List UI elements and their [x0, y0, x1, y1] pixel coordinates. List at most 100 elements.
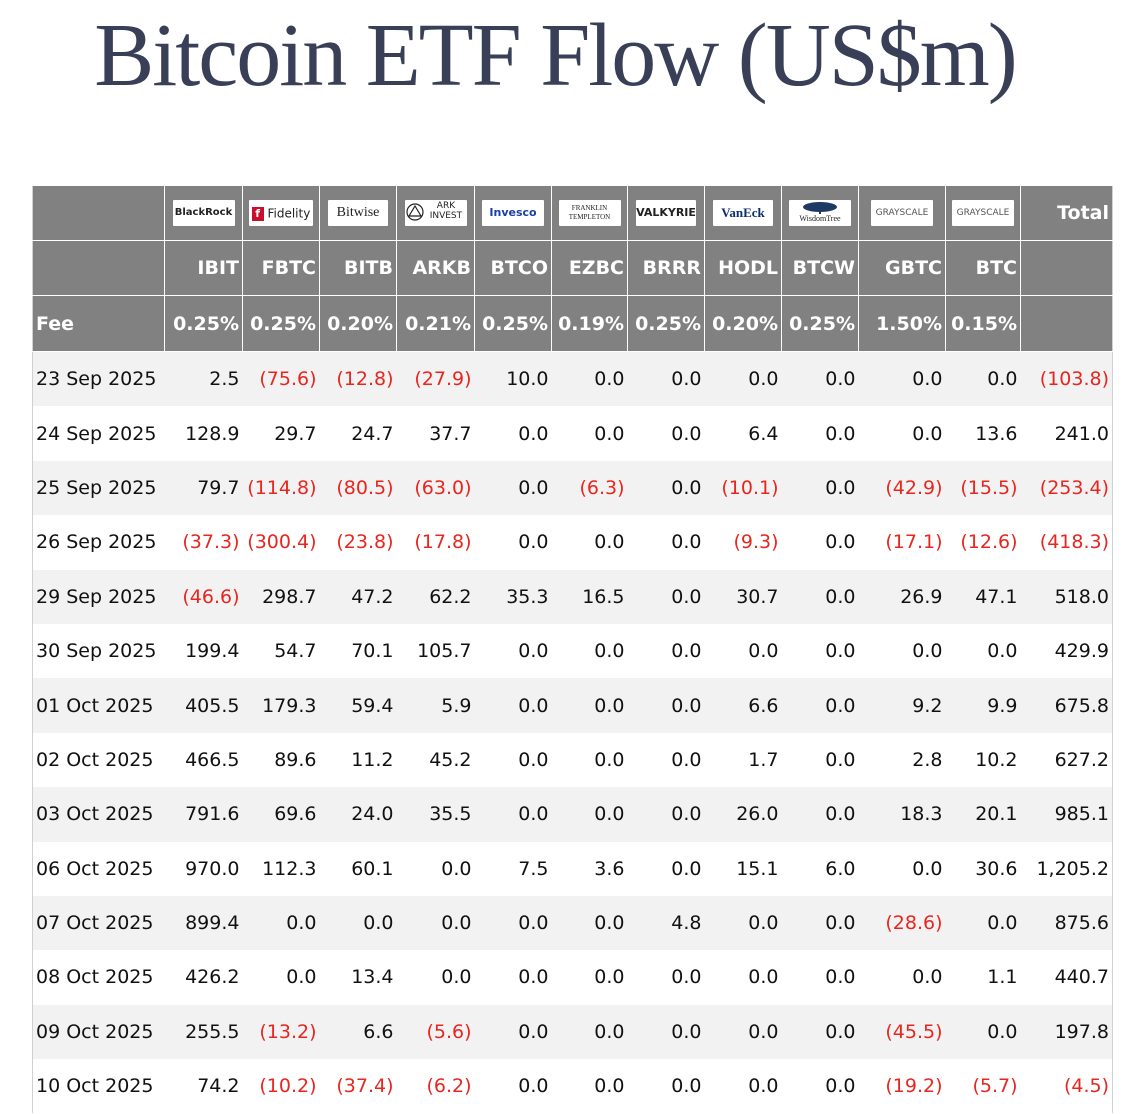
table-row: 09 Oct 2025 255.5 (13.2) 6.6 (5.6) 0.0 0.0 0.0 0… [32, 1004, 1113, 1060]
fidelity-logo-text: Fidelity [267, 206, 311, 221]
flow-value: 24.0 [319, 787, 397, 842]
flow-value: 16.5 [551, 569, 628, 624]
flow-value: 3.6 [551, 841, 628, 896]
logo-ark-cell: ARK INVEST [396, 186, 475, 241]
row-date: 26 Sep 2025 [32, 515, 165, 570]
flow-value: 0.0 [858, 406, 946, 461]
franklin-templeton-logo-icon: FRANKLIN TEMPLETON [558, 200, 621, 226]
flow-value: 26.9 [858, 569, 946, 624]
flow-value: 0.0 [551, 1004, 628, 1060]
ticker-header: BTCO [474, 240, 552, 296]
flow-value: 0.0 [627, 678, 705, 733]
flow-value: 0.0 [627, 950, 705, 1005]
flow-value: 2.5 [164, 351, 243, 407]
flow-value: 0.0 [242, 895, 320, 951]
ticker-header: GBTC [858, 240, 946, 296]
grayscale-logo-icon: GRAYSCALE [871, 200, 933, 226]
flow-value: 0.0 [781, 895, 859, 951]
flow-value: 4.8 [627, 895, 705, 951]
flow-value: 35.5 [396, 787, 475, 842]
ark-logo-text: ARK INVEST [429, 200, 463, 221]
flow-value: 5.9 [396, 678, 475, 733]
row-date: 29 Sep 2025 [32, 569, 165, 624]
ticker-header: BRRR [627, 240, 705, 296]
logo-bitwise-cell: Bitwise [319, 186, 397, 241]
flow-value: (42.9) [858, 460, 946, 516]
fee-value: 0.25% [474, 295, 552, 352]
flow-value: (10.2) [242, 1059, 320, 1114]
row-total-value: 875.6 [1020, 895, 1113, 951]
row-total-value: 241.0 [1020, 406, 1113, 461]
flow-value: 0.0 [551, 787, 628, 842]
table-row: 26 Sep 2025 (37.3) (300.4) (23.8) (17.8) 0.0 0… [32, 515, 1113, 570]
flow-value: 199.4 [164, 623, 243, 679]
flow-value: 26.0 [704, 787, 782, 842]
flow-value: (17.1) [858, 515, 946, 570]
flow-value: 0.0 [474, 950, 552, 1005]
flow-value: 1.1 [945, 950, 1021, 1005]
flow-value: 0.0 [474, 678, 552, 733]
ticker-header: BITB [319, 240, 397, 296]
logo-grayscale-gbtc-cell: GRAYSCALE [858, 186, 946, 241]
flow-value: 0.0 [781, 460, 859, 516]
ark-invest-logo-icon: ARK INVEST [404, 200, 467, 226]
flow-value: 0.0 [474, 1059, 552, 1114]
row-total-value: (253.4) [1020, 460, 1113, 516]
flow-value: 0.0 [396, 841, 475, 896]
flow-value: 13.4 [319, 950, 397, 1005]
flow-value: 0.0 [551, 1059, 628, 1114]
row-date: 01 Oct 2025 [32, 678, 165, 733]
ticker-header: IBIT [164, 240, 243, 296]
fee-value: 0.20% [704, 295, 782, 352]
flow-value: 0.0 [474, 623, 552, 679]
flow-value: 37.7 [396, 406, 475, 461]
flow-value: 405.5 [164, 678, 243, 733]
flow-value: 30.7 [704, 569, 782, 624]
flow-value: 7.5 [474, 841, 552, 896]
fee-value: 1.50% [858, 295, 946, 352]
flow-value: (27.9) [396, 351, 475, 407]
flow-value: 0.0 [242, 950, 320, 1005]
flow-value: 0.0 [781, 406, 859, 461]
logo-invesco-cell: Invesco [474, 186, 552, 241]
flow-value: 0.0 [551, 406, 628, 461]
flow-value: 10.0 [474, 351, 552, 407]
flow-value: (37.4) [319, 1059, 397, 1114]
row-date: 09 Oct 2025 [32, 1004, 165, 1060]
fidelity-logo-icon: f Fidelity [249, 200, 313, 226]
row-total-value: 429.9 [1020, 623, 1113, 679]
issuer-logo-row: BlackRock f Fidelity Bitwise ARK INVEST [32, 186, 1113, 241]
flow-value: 0.0 [474, 1004, 552, 1060]
flow-value: 0.0 [781, 1004, 859, 1060]
flow-value: 54.7 [242, 623, 320, 679]
flow-value: 128.9 [164, 406, 243, 461]
flow-value: 426.2 [164, 950, 243, 1005]
flow-value: 0.0 [781, 351, 859, 407]
flow-value: (46.6) [164, 569, 243, 624]
fee-total-blank [1020, 295, 1113, 352]
flow-value: (63.0) [396, 460, 475, 516]
logo-blackrock-cell: BlackRock [164, 186, 243, 241]
ticker-total-blank [1020, 240, 1113, 296]
logo-vaneck-cell: VanEck [704, 186, 782, 241]
tree-icon [803, 202, 837, 214]
table-row: 10 Oct 2025 74.2 (10.2) (37.4) (6.2) 0.0 0.0 0.… [32, 1059, 1113, 1114]
fee-value: 0.15% [945, 295, 1021, 352]
flow-value: (13.2) [242, 1004, 320, 1060]
flow-value: 10.2 [945, 732, 1021, 788]
logo-franklin-cell: FRANKLIN TEMPLETON [551, 186, 628, 241]
flow-value: 47.1 [945, 569, 1021, 624]
table-row: 02 Oct 2025 466.5 89.6 11.2 45.2 0.0 0.0 0.0 1.7… [32, 732, 1113, 788]
row-date: 06 Oct 2025 [32, 841, 165, 896]
flow-value: 0.0 [781, 787, 859, 842]
fee-value: 0.25% [627, 295, 705, 352]
flow-value: 0.0 [474, 515, 552, 570]
flow-table-body: 23 Sep 2025 2.5 (75.6) (12.8) (27.9) 10.0 0.0 0… [32, 351, 1113, 1114]
flow-value: 62.2 [396, 569, 475, 624]
flow-value: 0.0 [396, 950, 475, 1005]
fee-value: 0.25% [242, 295, 320, 352]
logo-fidelity-cell: f Fidelity [242, 186, 320, 241]
bitwise-logo-icon: Bitwise [328, 200, 388, 226]
flow-value: 70.1 [319, 623, 397, 679]
flow-value: 899.4 [164, 895, 243, 951]
